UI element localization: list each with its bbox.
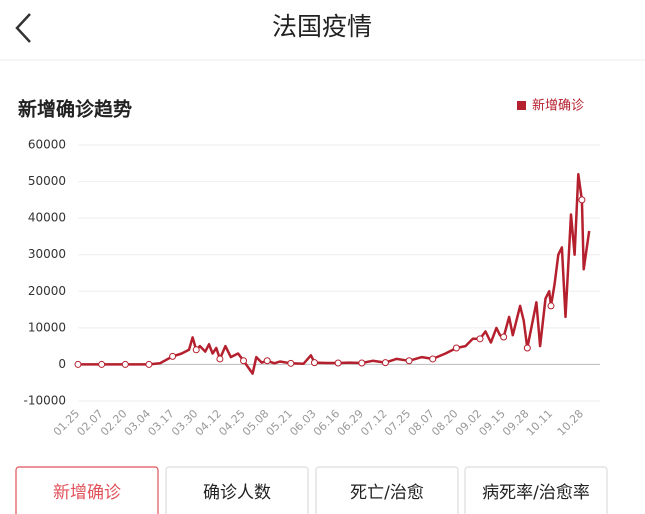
y-tick-label: 20000 — [28, 284, 66, 298]
point-marker — [287, 359, 295, 367]
point-marker — [334, 359, 342, 367]
y-tick-label: 30000 — [28, 247, 66, 261]
point-marker — [121, 360, 129, 368]
page-title: 法国疫情 — [272, 12, 372, 41]
tab[interactable] — [165, 466, 309, 514]
point-marker — [145, 360, 153, 368]
point-marker — [405, 357, 413, 365]
point-marker — [169, 352, 177, 360]
point-marker — [523, 344, 531, 352]
point-marker — [310, 359, 318, 367]
point-marker — [547, 302, 555, 310]
point-marker — [500, 333, 508, 341]
point-marker — [358, 359, 366, 367]
back-button[interactable] — [15, 13, 31, 43]
y-tick-label: -10000 — [23, 394, 66, 408]
y-tick-label: 0 — [58, 357, 66, 371]
point-marker — [98, 360, 106, 368]
point-marker — [452, 344, 460, 352]
point-marker — [192, 346, 200, 354]
y-tick-label: 10000 — [28, 320, 66, 334]
point-marker — [578, 196, 586, 204]
legend-label: 新增确诊 — [532, 98, 584, 114]
tab-label: 病死率/治愈率 — [482, 483, 590, 503]
point-marker — [381, 359, 389, 367]
point-marker — [216, 355, 224, 363]
y-tick-label: 60000 — [28, 138, 66, 152]
x-tick-label: 10.11 — [524, 407, 555, 438]
point-marker — [263, 357, 271, 365]
chart-title: 新增确诊趋势 — [18, 98, 132, 121]
legend-swatch — [517, 101, 526, 110]
tab-label: 死亡/治愈 — [350, 483, 424, 503]
tab[interactable] — [464, 466, 608, 514]
point-marker — [74, 360, 82, 368]
y-tick-label: 40000 — [28, 211, 66, 225]
point-marker — [429, 355, 437, 363]
tab[interactable] — [315, 466, 459, 514]
line-series — [78, 173, 591, 375]
tab-label: 确诊人数 — [203, 483, 271, 503]
tab-label: 新增确诊 — [53, 483, 121, 503]
point-marker — [240, 357, 248, 365]
tab[interactable] — [15, 466, 159, 514]
point-marker — [476, 335, 484, 343]
x-tick-label: 10.28 — [555, 407, 586, 438]
y-tick-label: 50000 — [28, 174, 66, 188]
